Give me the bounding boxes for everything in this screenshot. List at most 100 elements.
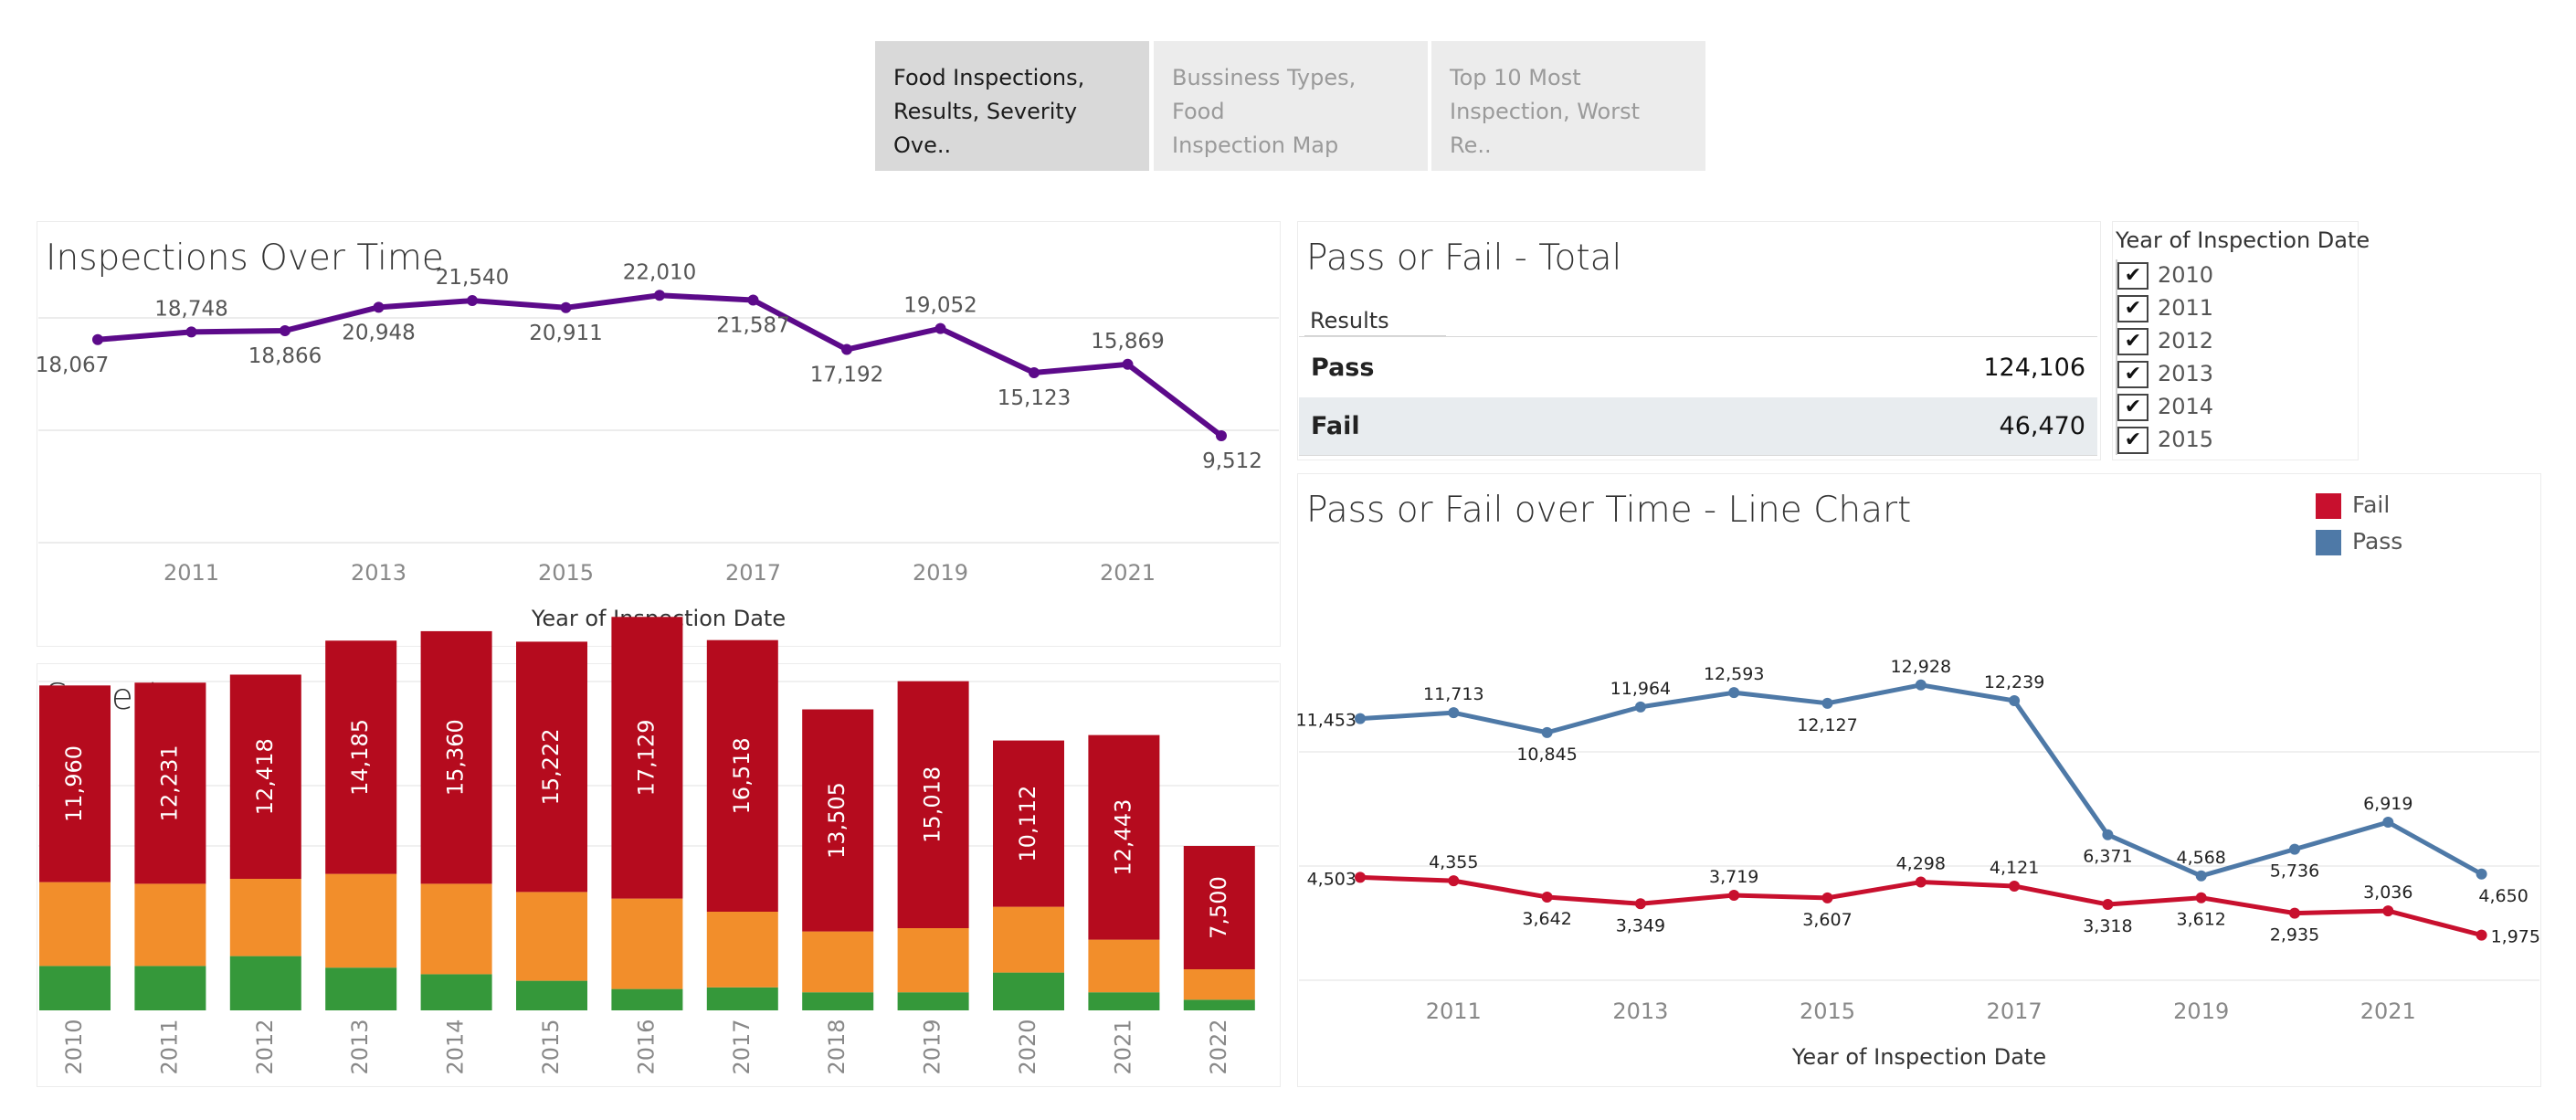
legend-label: Fail <box>2352 491 2391 518</box>
data-label: 20,911 <box>529 322 602 345</box>
bar-label: 7,500 <box>1206 876 1231 939</box>
data-point <box>1122 358 1134 370</box>
filter-item-2012[interactable]: ✔ 2012 <box>2117 325 2355 358</box>
checkbox-checked-icon[interactable]: ✔ <box>2117 328 2148 355</box>
bar-segment <box>229 956 301 1010</box>
pass-value: 124,106 <box>1983 354 2085 382</box>
bar-segment <box>325 967 397 1010</box>
data-point <box>1541 726 1553 738</box>
data-point <box>1448 875 1460 887</box>
data-point <box>2476 868 2487 880</box>
data-label: 10,845 <box>1516 745 1577 765</box>
data-label: 19,052 <box>903 294 977 318</box>
fail-row[interactable]: Fail 46,470 <box>1299 397 2097 456</box>
x-tick-label: 2015 <box>1800 998 1855 1024</box>
data-label: 12,593 <box>1704 664 1764 684</box>
bar-segment <box>229 879 301 956</box>
filter-item-2011[interactable]: ✔ 2011 <box>2117 292 2355 325</box>
x-tick-label: 2014 <box>443 1019 469 1074</box>
bar-segment <box>611 617 683 899</box>
x-tick-label: 2017 <box>1987 998 2043 1024</box>
checkbox-checked-icon[interactable]: ✔ <box>2117 361 2148 388</box>
tab-business-types[interactable]: Bussiness Types, Food Inspection Map <box>1154 41 1428 171</box>
data-point <box>467 295 478 307</box>
passfail-total-title: Pass or Fail - Total <box>1306 238 1622 279</box>
data-label: 18,866 <box>248 344 322 368</box>
bar-segment <box>993 740 1064 907</box>
tab-top-10[interactable]: Top 10 Most Inspection, Worst Re.. <box>1431 41 1705 171</box>
bar-segment <box>325 873 397 968</box>
data-label: 15,123 <box>998 386 1071 410</box>
bar-label: 17,129 <box>633 719 659 796</box>
bar-segment <box>516 641 587 893</box>
data-point <box>280 324 290 336</box>
filter-item-2015[interactable]: ✔ 2015 <box>2117 424 2355 455</box>
bar-label: 13,505 <box>824 782 850 859</box>
data-label: 21,540 <box>436 266 509 290</box>
bar-segment <box>611 898 683 989</box>
x-tick-label: 2015 <box>538 1019 564 1074</box>
filter-item-2013[interactable]: ✔ 2013 <box>2117 358 2355 391</box>
checkbox-checked-icon[interactable]: ✔ <box>2117 295 2148 322</box>
bar-segment <box>802 931 874 993</box>
pass-row[interactable]: Pass 124,106 <box>1299 339 2097 397</box>
data-point <box>2382 905 2394 917</box>
bar-segment <box>1088 734 1160 940</box>
tab-food-inspections[interactable]: Food Inspections, Results, Severity Ove.… <box>875 41 1149 171</box>
data-label: 4,355 <box>1429 852 1478 872</box>
data-label: 5,736 <box>2270 861 2319 882</box>
checkbox-checked-icon[interactable]: ✔ <box>2117 394 2148 421</box>
data-label: 21,587 <box>716 313 789 337</box>
data-label: 3,642 <box>1522 909 1571 929</box>
bar-segment <box>516 980 587 1010</box>
legend-swatch-fail <box>2316 493 2341 519</box>
bar-segment <box>134 883 206 967</box>
bar-segment <box>134 966 206 1010</box>
x-tick-label: 2016 <box>633 1019 659 1074</box>
data-label: 4,503 <box>1307 869 1357 889</box>
filter-item-2010[interactable]: ✔ 2010 <box>2117 259 2355 292</box>
data-label: 4,568 <box>2176 848 2225 868</box>
x-tick-label: 2012 <box>252 1019 278 1074</box>
x-tick-label: 2013 <box>351 560 406 586</box>
data-point <box>1448 707 1460 719</box>
x-tick-label: 2021 <box>1110 1019 1135 1074</box>
bar-segment <box>1183 846 1255 969</box>
bar-segment <box>134 682 206 884</box>
year-filter-list[interactable]: ✔ 2010 ✔ 2011 ✔ 2012 ✔ 2013 ✔ 2014 ✔ 2015 <box>2116 259 2355 455</box>
bar-segment <box>993 972 1064 1010</box>
series-line-pass <box>1359 682 2483 879</box>
bar-segment <box>897 681 969 928</box>
data-point <box>2102 899 2114 911</box>
bar-segment <box>897 928 969 993</box>
filter-item-2014[interactable]: ✔ 2014 <box>2117 391 2355 424</box>
fail-value: 46,470 <box>1999 412 2085 440</box>
checkbox-checked-icon[interactable]: ✔ <box>2117 262 2148 290</box>
data-label: 3,612 <box>2176 910 2225 930</box>
x-tick-label: 2021 <box>1100 560 1156 586</box>
checkbox-checked-icon[interactable]: ✔ <box>2117 427 2148 454</box>
inspections-title: Inspections Over Time <box>46 238 444 279</box>
x-tick-label: 2019 <box>913 560 968 586</box>
data-point <box>747 294 759 306</box>
data-label: 15,869 <box>1091 330 1164 354</box>
x-tick-label: 2013 <box>347 1019 373 1074</box>
bar-label: 11,960 <box>61 745 87 822</box>
bar-label: 12,418 <box>252 738 278 815</box>
data-label: 4,298 <box>1896 854 1946 874</box>
data-point <box>1821 697 1833 709</box>
x-tick-label: 2011 <box>156 1019 182 1074</box>
legend-swatch-pass <box>2316 530 2341 555</box>
data-point <box>1634 701 1646 713</box>
data-label: 22,010 <box>623 260 696 284</box>
data-label: 18,748 <box>154 297 227 321</box>
bar-segment <box>1183 999 1255 1010</box>
bar-segment <box>39 685 111 882</box>
bar-segment <box>420 974 492 1010</box>
x-tick-label: 2011 <box>1426 998 1482 1024</box>
data-point <box>654 290 665 301</box>
data-label: 12,928 <box>1891 657 1951 677</box>
bar-segment <box>802 992 874 1010</box>
bar-segment <box>897 992 969 1010</box>
pass-label: Pass <box>1311 354 1375 382</box>
